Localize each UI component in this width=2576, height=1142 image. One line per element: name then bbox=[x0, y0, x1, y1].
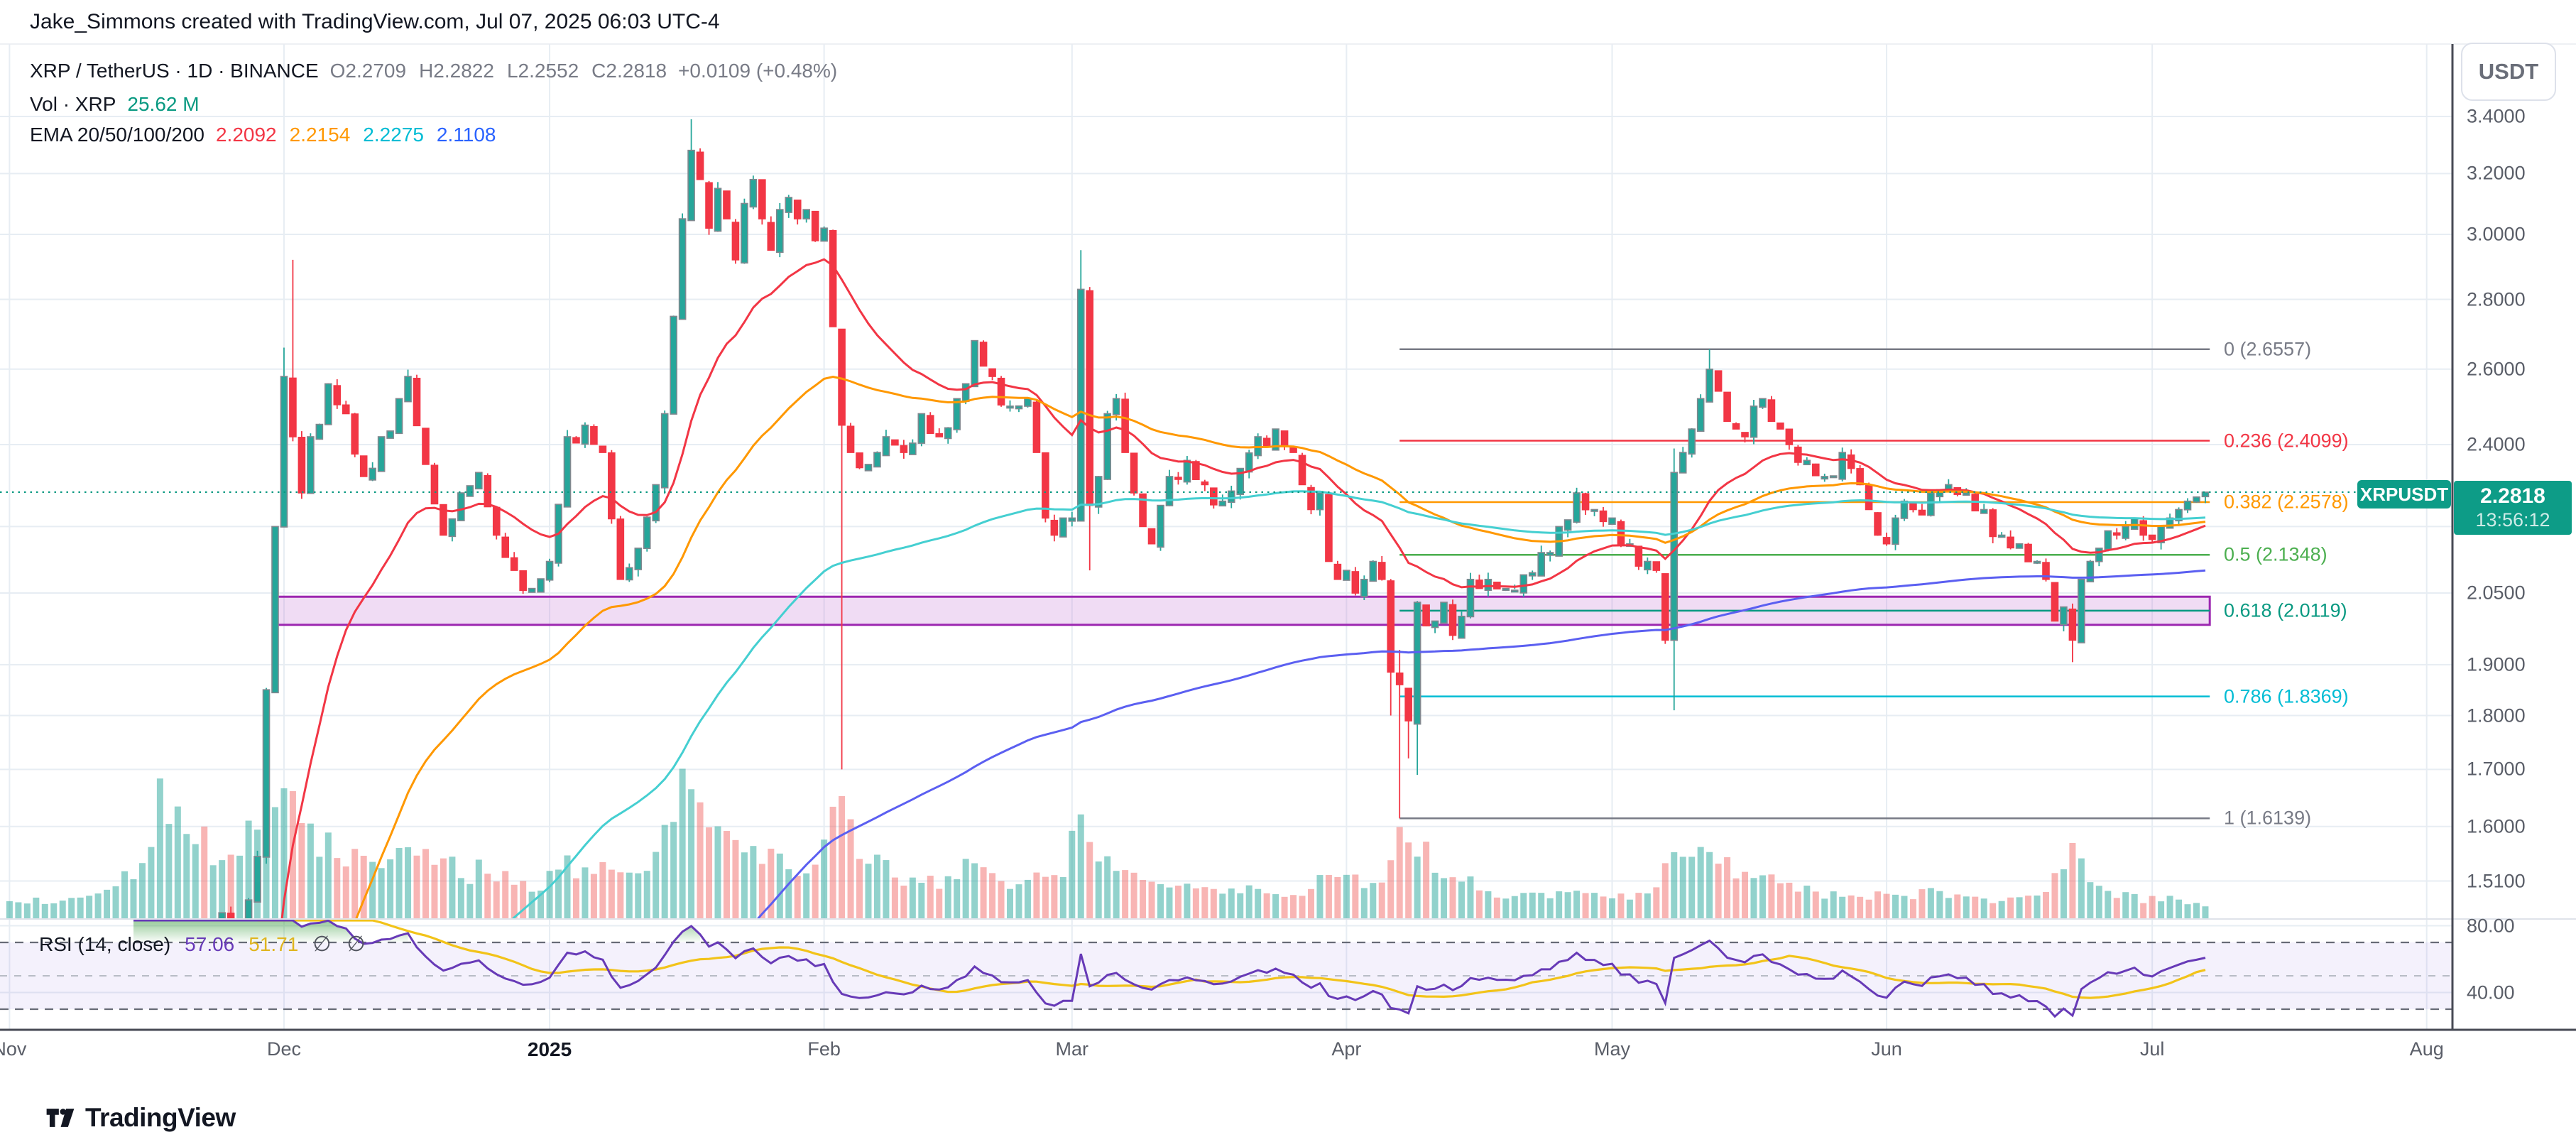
price-tick: 1.5100 bbox=[2467, 870, 2526, 892]
attribution-text: Jake_Simmons created with TradingView.co… bbox=[30, 10, 720, 33]
change-value: +0.0109 (+0.48%) bbox=[678, 60, 838, 82]
time-tick-2025: 2025 bbox=[527, 1038, 572, 1060]
volume-label: Vol · XRP bbox=[30, 93, 116, 115]
ema-value-2: 2.2275 bbox=[363, 124, 424, 146]
rsi-line bbox=[133, 920, 2206, 1018]
candlestick-series bbox=[218, 119, 2210, 919]
price-tick: 1.8000 bbox=[2467, 705, 2526, 727]
rsi-hidden-plot-icons: ∅ ∅ bbox=[312, 934, 365, 955]
price-tick: 3.0000 bbox=[2467, 223, 2526, 245]
legend-symbol-row[interactable]: XRP / TetherUS · 1D · BINANCE O2.2709 H2.… bbox=[30, 60, 837, 82]
time-tick-Nov: Nov bbox=[0, 1038, 27, 1060]
rsi-overbought-fill bbox=[133, 920, 701, 942]
rsi-pane bbox=[0, 920, 2452, 1018]
footer-bar: TradingView bbox=[0, 1094, 2576, 1142]
last-price: 2.2818 bbox=[2480, 484, 2545, 509]
tradingview-logo[interactable]: TradingView bbox=[45, 1103, 236, 1133]
rsi-label: RSI (14, close) bbox=[39, 933, 171, 955]
fib-label-1: 1 (1.6139) bbox=[2224, 807, 2312, 829]
ema-100-line bbox=[511, 490, 2206, 919]
time-tick-Aug: Aug bbox=[2409, 1038, 2444, 1060]
time-tick-Jun: Jun bbox=[1871, 1038, 1902, 1060]
rsi-ma-value: 51.71 bbox=[249, 933, 299, 955]
legend-volume-row[interactable]: Vol · XRP 25.62 M bbox=[30, 93, 200, 116]
fib-label-0.618: 0.618 (2.0119) bbox=[2224, 599, 2347, 621]
ema-50-line bbox=[354, 375, 2206, 919]
time-tick-Dec: Dec bbox=[266, 1038, 301, 1060]
bar-countdown: 13:56:12 bbox=[2475, 509, 2550, 531]
rsi-tick: 40.00 bbox=[2467, 981, 2515, 1003]
fib-retracement bbox=[1399, 348, 2210, 820]
hidden-plot-icon[interactable]: ∅ bbox=[346, 932, 366, 956]
fib-label-0.236: 0.236 (2.4099) bbox=[2224, 430, 2349, 451]
ohlc-O: O2.2709 bbox=[329, 60, 407, 82]
ema-values: 2.2092 2.2154 2.2275 2.1108 bbox=[216, 124, 496, 146]
hidden-plot-icon[interactable]: ∅ bbox=[312, 932, 332, 956]
fib-label-0.786: 0.786 (1.8369) bbox=[2224, 685, 2349, 707]
price-tick: 2.0500 bbox=[2467, 582, 2526, 604]
ema-value-0: 2.2092 bbox=[215, 124, 277, 146]
ema-value-3: 2.1108 bbox=[436, 124, 496, 146]
time-tick-May: May bbox=[1593, 1038, 1630, 1060]
currency-label: USDT bbox=[2478, 59, 2539, 84]
tradingview-logo-icon bbox=[46, 1109, 75, 1127]
gridlines bbox=[0, 44, 2452, 1030]
ohlc-H: H2.2822 bbox=[419, 60, 494, 82]
ema-value-1: 2.2154 bbox=[289, 124, 351, 146]
time-tick-Mar: Mar bbox=[1055, 1038, 1089, 1060]
currency-axis-label[interactable]: USDT bbox=[2461, 43, 2556, 101]
symbol-price-line-badge: XRPUSDT bbox=[2357, 480, 2451, 509]
tradingview-brand-text: TradingView bbox=[85, 1103, 236, 1132]
ema-20-line bbox=[280, 258, 2206, 919]
time-tick-Jul: Jul bbox=[2139, 1038, 2165, 1060]
fib-label-0.382: 0.382 (2.2578) bbox=[2224, 491, 2349, 513]
ema-200-line bbox=[756, 569, 2206, 919]
ohlc-C: C2.2818 bbox=[591, 60, 667, 82]
time-tick-Feb: Feb bbox=[807, 1038, 841, 1060]
time-tick-Apr: Apr bbox=[1331, 1038, 1362, 1060]
volume-value: 25.62 M bbox=[127, 93, 200, 115]
volume-bars bbox=[6, 768, 2209, 919]
symbol-title: XRP / TetherUS · 1D · BINANCE bbox=[30, 60, 319, 82]
price-tick: 1.7000 bbox=[2467, 758, 2526, 780]
price-tick: 3.2000 bbox=[2467, 162, 2526, 184]
price-tick: 3.4000 bbox=[2467, 105, 2526, 127]
rsi-value: 57.06 bbox=[185, 933, 235, 955]
price-tick: 1.6000 bbox=[2467, 815, 2526, 837]
rsi-tick: 80.00 bbox=[2467, 915, 2515, 936]
price-tick: 2.6000 bbox=[2467, 358, 2526, 380]
ema-label: EMA 20/50/100/200 bbox=[30, 124, 204, 146]
last-price-badge: 2.2818 13:56:12 bbox=[2454, 481, 2572, 535]
price-tick: 2.8000 bbox=[2467, 288, 2526, 310]
fib-label-0: 0 (2.6557) bbox=[2224, 338, 2312, 360]
ohlc-L: L2.2552 bbox=[506, 60, 579, 82]
legend-ema-row[interactable]: EMA 20/50/100/200 2.2092 2.2154 2.2275 2.11… bbox=[30, 124, 496, 146]
ohlc-values: O2.2709 H2.2822 L2.2552 C2.2818 bbox=[330, 60, 667, 82]
legend-rsi-row[interactable]: RSI (14, close) 57.06 51.71 ∅ ∅ bbox=[39, 933, 366, 956]
price-tick: 1.9000 bbox=[2467, 653, 2526, 675]
price-tick: 2.4000 bbox=[2467, 433, 2526, 455]
fib-label-0.5: 0.5 (2.1348) bbox=[2224, 543, 2327, 565]
symbol-badge-text: XRPUSDT bbox=[2359, 483, 2449, 505]
